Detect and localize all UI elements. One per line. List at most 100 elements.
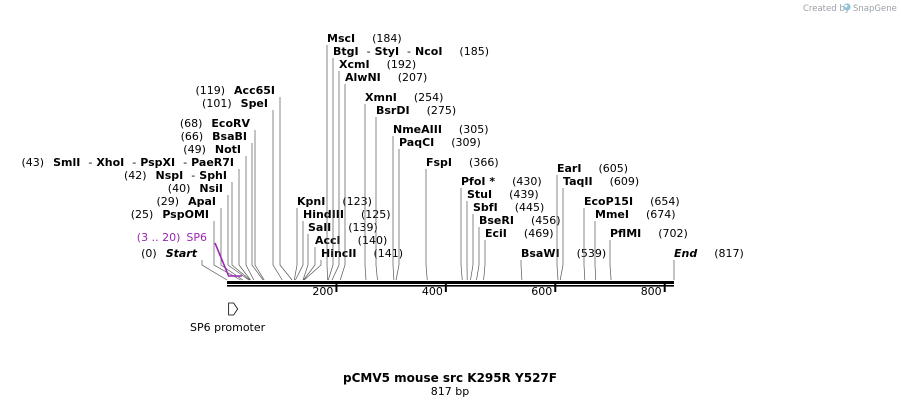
sp6-feature-marker [214, 242, 242, 277]
axis-tick-label: 600 [531, 285, 552, 298]
site-position: (254) [414, 91, 444, 104]
site-ecorv: (68) EcoRV [180, 117, 265, 281]
site-label: (42) NspI - SphI [124, 169, 227, 182]
enzyme-name: PfoI * [461, 175, 495, 188]
site-connector [245, 156, 255, 281]
site-pfoi: PfoI * (430) [460, 175, 542, 281]
enzyme-name: SphI [199, 169, 227, 182]
enzyme-name: EcoRV [211, 117, 250, 130]
sequence-length: 817 bp [431, 385, 469, 398]
site-connector [303, 247, 316, 281]
site-connector [483, 240, 486, 281]
site-nmeaiii: NmeAIII (305) [392, 123, 489, 281]
site-label: NmeAIII (305) [393, 123, 489, 136]
credit-text: Created by [803, 4, 850, 14]
site-btgi-styi-ncoi: BtgI - StyI - NcoI (185) [327, 45, 489, 281]
site-label: BseRI (456) [479, 214, 561, 227]
site-hincii: HincII (141) [303, 247, 404, 281]
site-connector [272, 110, 283, 281]
site-label: (0) Start [141, 247, 198, 260]
site-paqci: PaqCI (309) [395, 136, 481, 281]
site-connector [327, 58, 334, 281]
promoter-label: SP6 promoter [190, 321, 266, 334]
site-connector [220, 208, 244, 281]
site-connector [293, 208, 298, 281]
site-label: SbfI (445) [473, 201, 544, 214]
site-connector [339, 84, 346, 281]
site-separator: - [183, 156, 187, 169]
enzyme-name: BsaWI [521, 247, 560, 260]
site-smli-xhoi-pspxi-paer7i: (43) SmlI - XhoI - PspXI - PaeR7I [21, 156, 251, 281]
enzyme-name: EarI [557, 162, 581, 175]
enzyme-name: ApaI [188, 195, 216, 208]
site-label: EcoP15I (654) [584, 195, 680, 208]
site-label: (40) NsiI [168, 182, 223, 195]
site-position: (609) [610, 175, 640, 188]
site-position: (456) [531, 214, 561, 227]
site-position: (184) [372, 32, 402, 45]
site-connector [520, 260, 523, 281]
site-position: (539) [577, 247, 607, 260]
site-separator: - [88, 156, 92, 169]
site-connector [213, 221, 241, 281]
site-label: HindIII (125) [303, 208, 391, 221]
site-label: MmeI (674) [595, 208, 676, 221]
sp6-feature-label: (3 .. 20) SP6 [137, 231, 207, 244]
site-label: AlwNI (207) [345, 71, 427, 84]
site-label: EciI (469) [485, 227, 554, 240]
site-label: PfoI * (430) [461, 175, 542, 188]
site-position: (141) [374, 247, 404, 260]
feature-name: SP6 [186, 231, 207, 244]
enzyme-name: PaqCI [399, 136, 434, 149]
features: (3 .. 20) SP6 SP6 promoter [137, 231, 266, 334]
enzyme-name: KpnI [297, 195, 325, 208]
site-label: TaqII (609) [563, 175, 639, 188]
enzyme-name: Start [166, 247, 198, 260]
enzyme-name: SalI [308, 221, 331, 234]
site-connector [251, 143, 264, 281]
site-label: XmnI (254) [365, 91, 443, 104]
enzyme-name: PspOMI [162, 208, 209, 221]
site-connector [375, 117, 378, 281]
site-position: (119) [195, 84, 225, 97]
site-position: (654) [650, 195, 680, 208]
enzyme-name: FspI [426, 156, 452, 169]
enzyme-name: NcoI [415, 45, 442, 58]
site-mmei: MmeI (674) [594, 208, 676, 281]
site-position: (29) [157, 195, 180, 208]
site-label: PflMI (702) [610, 227, 688, 240]
site-label: (68) EcoRV [180, 117, 251, 130]
site-position: (305) [459, 123, 489, 136]
enzyme-name: PaeR7I [191, 156, 234, 169]
site-connector [364, 104, 367, 281]
site-label: (49) NotI [183, 143, 241, 156]
site-connector [425, 169, 428, 281]
enzyme-name: NmeAIII [393, 123, 442, 136]
site-xmni: XmnI (254) [364, 91, 443, 281]
site-nsii: (40) NsiI [168, 182, 250, 281]
site-connector [559, 188, 564, 281]
site-label: BsaWI (539) [521, 247, 606, 260]
site-position: (139) [348, 221, 378, 234]
site-pspomi: (25) PspOMI [131, 208, 241, 281]
site-label: End (817) [674, 247, 744, 260]
site-label: (25) PspOMI [131, 208, 209, 221]
site-position: (101) [202, 97, 232, 110]
site-connector [227, 195, 250, 281]
site-separator: - [191, 169, 195, 182]
site-label: PaqCI (309) [399, 136, 481, 149]
site-position: (43) [21, 156, 44, 169]
site-position: (66) [181, 130, 204, 143]
site-connector [326, 45, 329, 281]
site-label: EarI (605) [557, 162, 628, 175]
site-bseri: BseRI (456) [476, 214, 561, 281]
restriction-sites: (0) Start (25) PspOMI(29) ApaI(40) NsiI (42) Ns… [21, 32, 744, 281]
site-separator: - [407, 45, 411, 58]
site-connector [279, 97, 293, 281]
feature-range: (3 .. 20) [137, 231, 181, 244]
site-position: (605) [598, 162, 628, 175]
enzyme-name: MmeI [595, 208, 629, 221]
enzyme-name: SpeI [241, 97, 268, 110]
enzyme-name: End [674, 247, 697, 260]
